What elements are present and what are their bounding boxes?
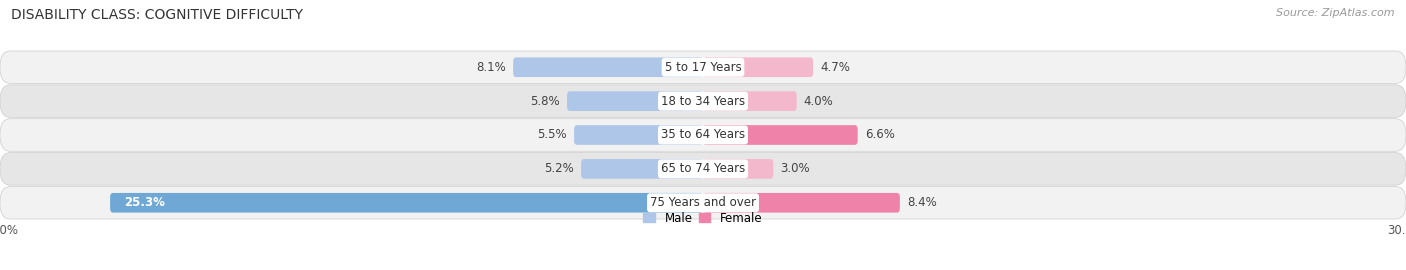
Text: 5.2%: 5.2% — [544, 162, 574, 176]
FancyBboxPatch shape — [581, 159, 703, 179]
FancyBboxPatch shape — [0, 85, 1406, 117]
Text: 5.8%: 5.8% — [530, 94, 560, 108]
FancyBboxPatch shape — [703, 193, 900, 212]
FancyBboxPatch shape — [567, 91, 703, 111]
FancyBboxPatch shape — [703, 125, 858, 145]
Text: Source: ZipAtlas.com: Source: ZipAtlas.com — [1277, 8, 1395, 18]
Text: DISABILITY CLASS: COGNITIVE DIFFICULTY: DISABILITY CLASS: COGNITIVE DIFFICULTY — [11, 8, 304, 22]
Text: 6.6%: 6.6% — [865, 129, 894, 141]
FancyBboxPatch shape — [703, 58, 813, 77]
FancyBboxPatch shape — [0, 51, 1406, 83]
Text: 75 Years and over: 75 Years and over — [650, 196, 756, 209]
Text: 3.0%: 3.0% — [780, 162, 810, 176]
Text: 35 to 64 Years: 35 to 64 Years — [661, 129, 745, 141]
Text: 5 to 17 Years: 5 to 17 Years — [665, 61, 741, 74]
FancyBboxPatch shape — [110, 193, 703, 212]
Text: 5.5%: 5.5% — [537, 129, 567, 141]
FancyBboxPatch shape — [703, 91, 797, 111]
Text: 8.1%: 8.1% — [477, 61, 506, 74]
FancyBboxPatch shape — [703, 159, 773, 179]
FancyBboxPatch shape — [574, 125, 703, 145]
FancyBboxPatch shape — [0, 153, 1406, 185]
Text: 65 to 74 Years: 65 to 74 Years — [661, 162, 745, 176]
FancyBboxPatch shape — [0, 187, 1406, 219]
Text: 4.0%: 4.0% — [804, 94, 834, 108]
FancyBboxPatch shape — [0, 119, 1406, 151]
Text: 25.3%: 25.3% — [124, 196, 165, 209]
Text: 8.4%: 8.4% — [907, 196, 936, 209]
Text: 4.7%: 4.7% — [820, 61, 851, 74]
Text: 18 to 34 Years: 18 to 34 Years — [661, 94, 745, 108]
FancyBboxPatch shape — [513, 58, 703, 77]
Legend: Male, Female: Male, Female — [638, 207, 768, 229]
